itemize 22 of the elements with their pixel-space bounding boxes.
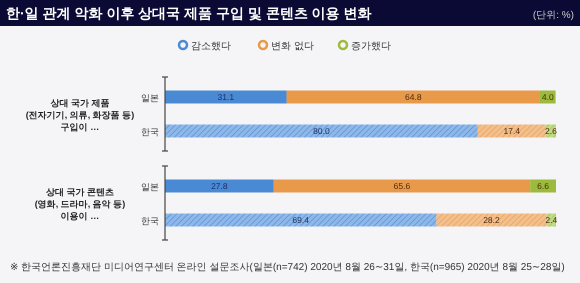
data-label: 80.0 [313, 126, 330, 136]
data-label: 69.4 [292, 215, 310, 226]
data-label: 6.6 [537, 181, 550, 192]
data-label: 64.8 [405, 92, 422, 102]
data-label: 65.6 [394, 181, 410, 192]
text: 상대 국가 콘텐츠 (영화, 드라마, 음악 등) 이용이 … [34, 187, 126, 221]
data-label: 31.1 [218, 92, 234, 102]
data-label: 28.2 [483, 215, 500, 226]
data-label: 27.8 [211, 181, 228, 192]
data-label: 17.4 [504, 126, 520, 136]
legend-label: 증가했다 [351, 41, 391, 52]
y-tick-label: 한국 [141, 127, 159, 137]
text: (단위: %) [532, 10, 574, 21]
text: 상대 국가 제품 (전자기기, 의류, 화장품 등) 구입이 … [26, 98, 134, 132]
y-tick-label: 일본 [141, 93, 159, 103]
data-label: 4.0 [542, 92, 554, 102]
text: ※ 한국언론진흥재단 미디어연구센터 온라인 설문조사(일본(n=742) 2020년 8월 26∼31일, 한국(n=965) 2020년 8월 25∼28일) [10, 262, 565, 273]
y-tick-label: 한국 [141, 216, 159, 226]
chart-title: 한·일 관계 악화 이후 상대국 제품 구입 및 콘텐츠 이용 변화 [6, 5, 372, 21]
legend-label: 변화 없다 [271, 41, 314, 52]
legend-label: 감소했다 [191, 41, 231, 52]
y-tick-label: 일본 [141, 182, 159, 192]
